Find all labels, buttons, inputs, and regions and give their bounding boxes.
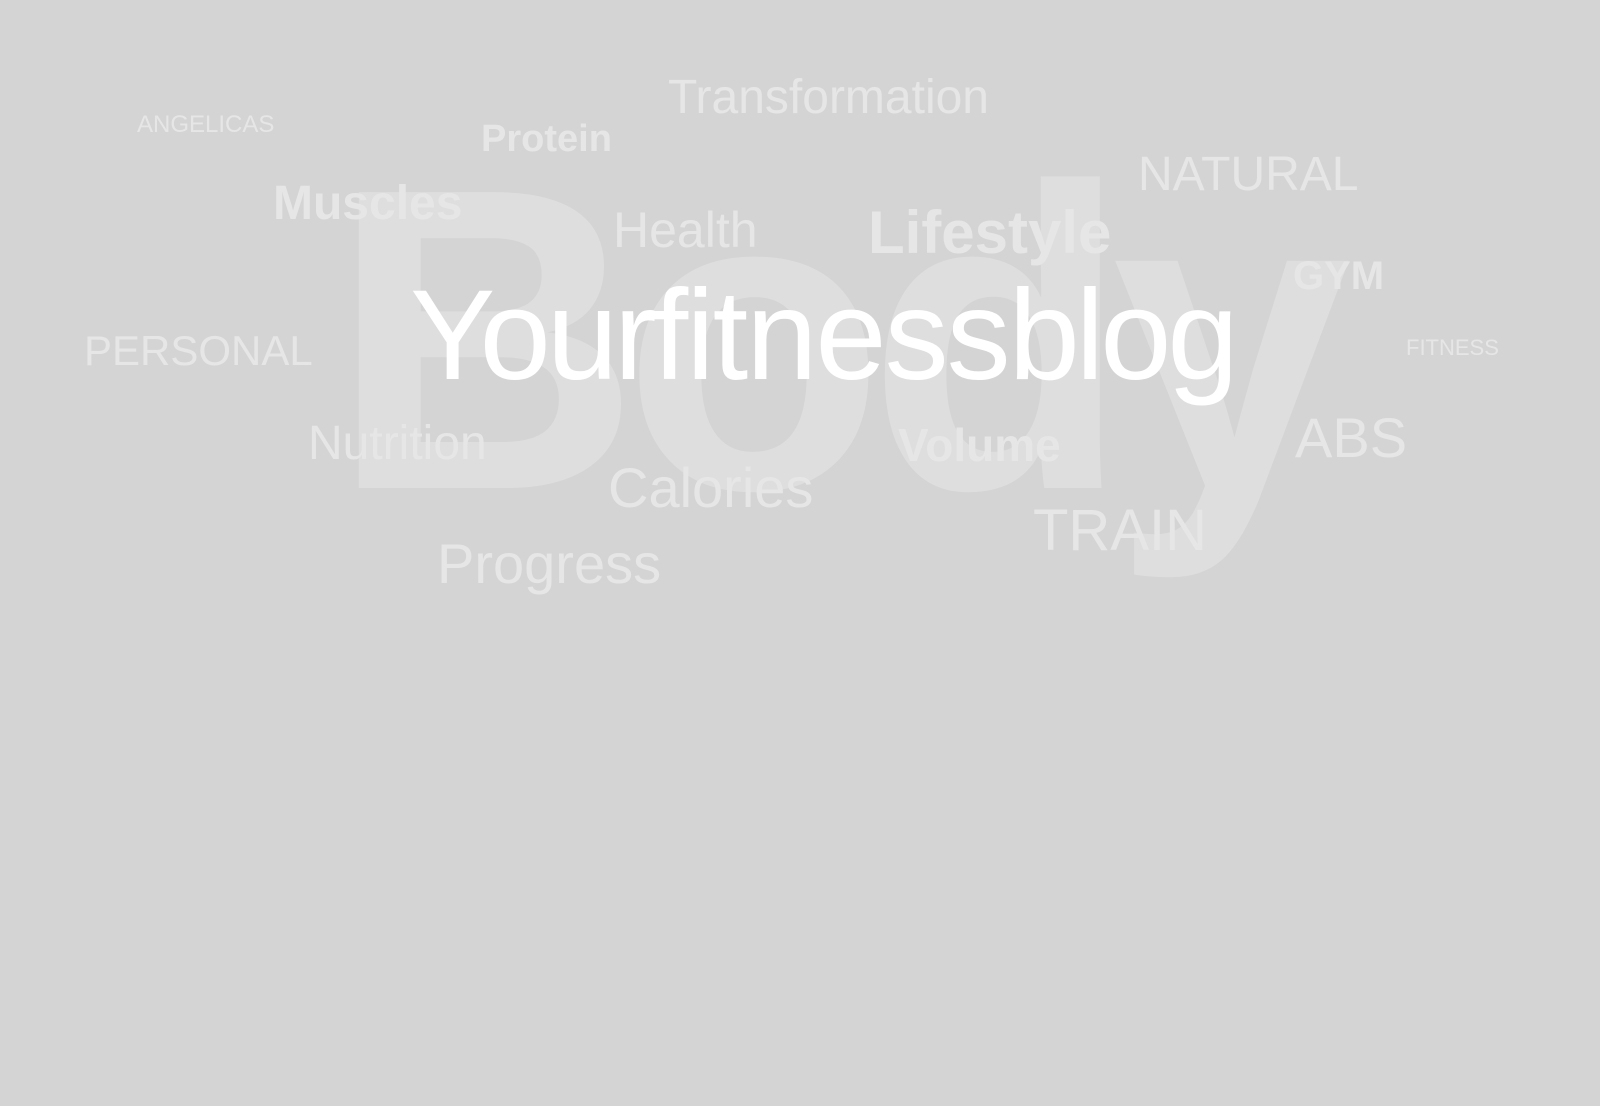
word-calories: Calories xyxy=(608,456,814,519)
word-health: Health xyxy=(613,202,758,258)
brand-title-part-your: Your xyxy=(410,264,657,407)
word-angelicas: ANGELICAS xyxy=(137,111,275,138)
word-protein: Protein xyxy=(481,118,612,160)
brand-title: Yourfitnessblog xyxy=(410,264,1239,407)
word-gym: GYM xyxy=(1293,254,1385,298)
word-muscles: Muscles xyxy=(273,177,463,230)
word-fitness: FITNESS xyxy=(1406,335,1499,360)
word-progress: Progress xyxy=(437,532,662,595)
brand-title-part-fitness: fitness xyxy=(652,264,1011,407)
brand-title-part-blog: blog xyxy=(1008,264,1239,407)
word-natural: NATURAL xyxy=(1138,148,1359,201)
word-transformation: Transformation xyxy=(668,71,989,124)
background-word: Body xyxy=(330,100,1351,580)
word-train: TRAIN xyxy=(1033,498,1207,563)
word-personal: PERSONAL xyxy=(84,327,313,374)
word-lifestyle: Lifestyle xyxy=(868,199,1112,266)
word-volume: Volume xyxy=(898,419,1061,471)
word-nutrition: Nutrition xyxy=(308,417,487,470)
word-abs: ABS xyxy=(1295,406,1408,469)
